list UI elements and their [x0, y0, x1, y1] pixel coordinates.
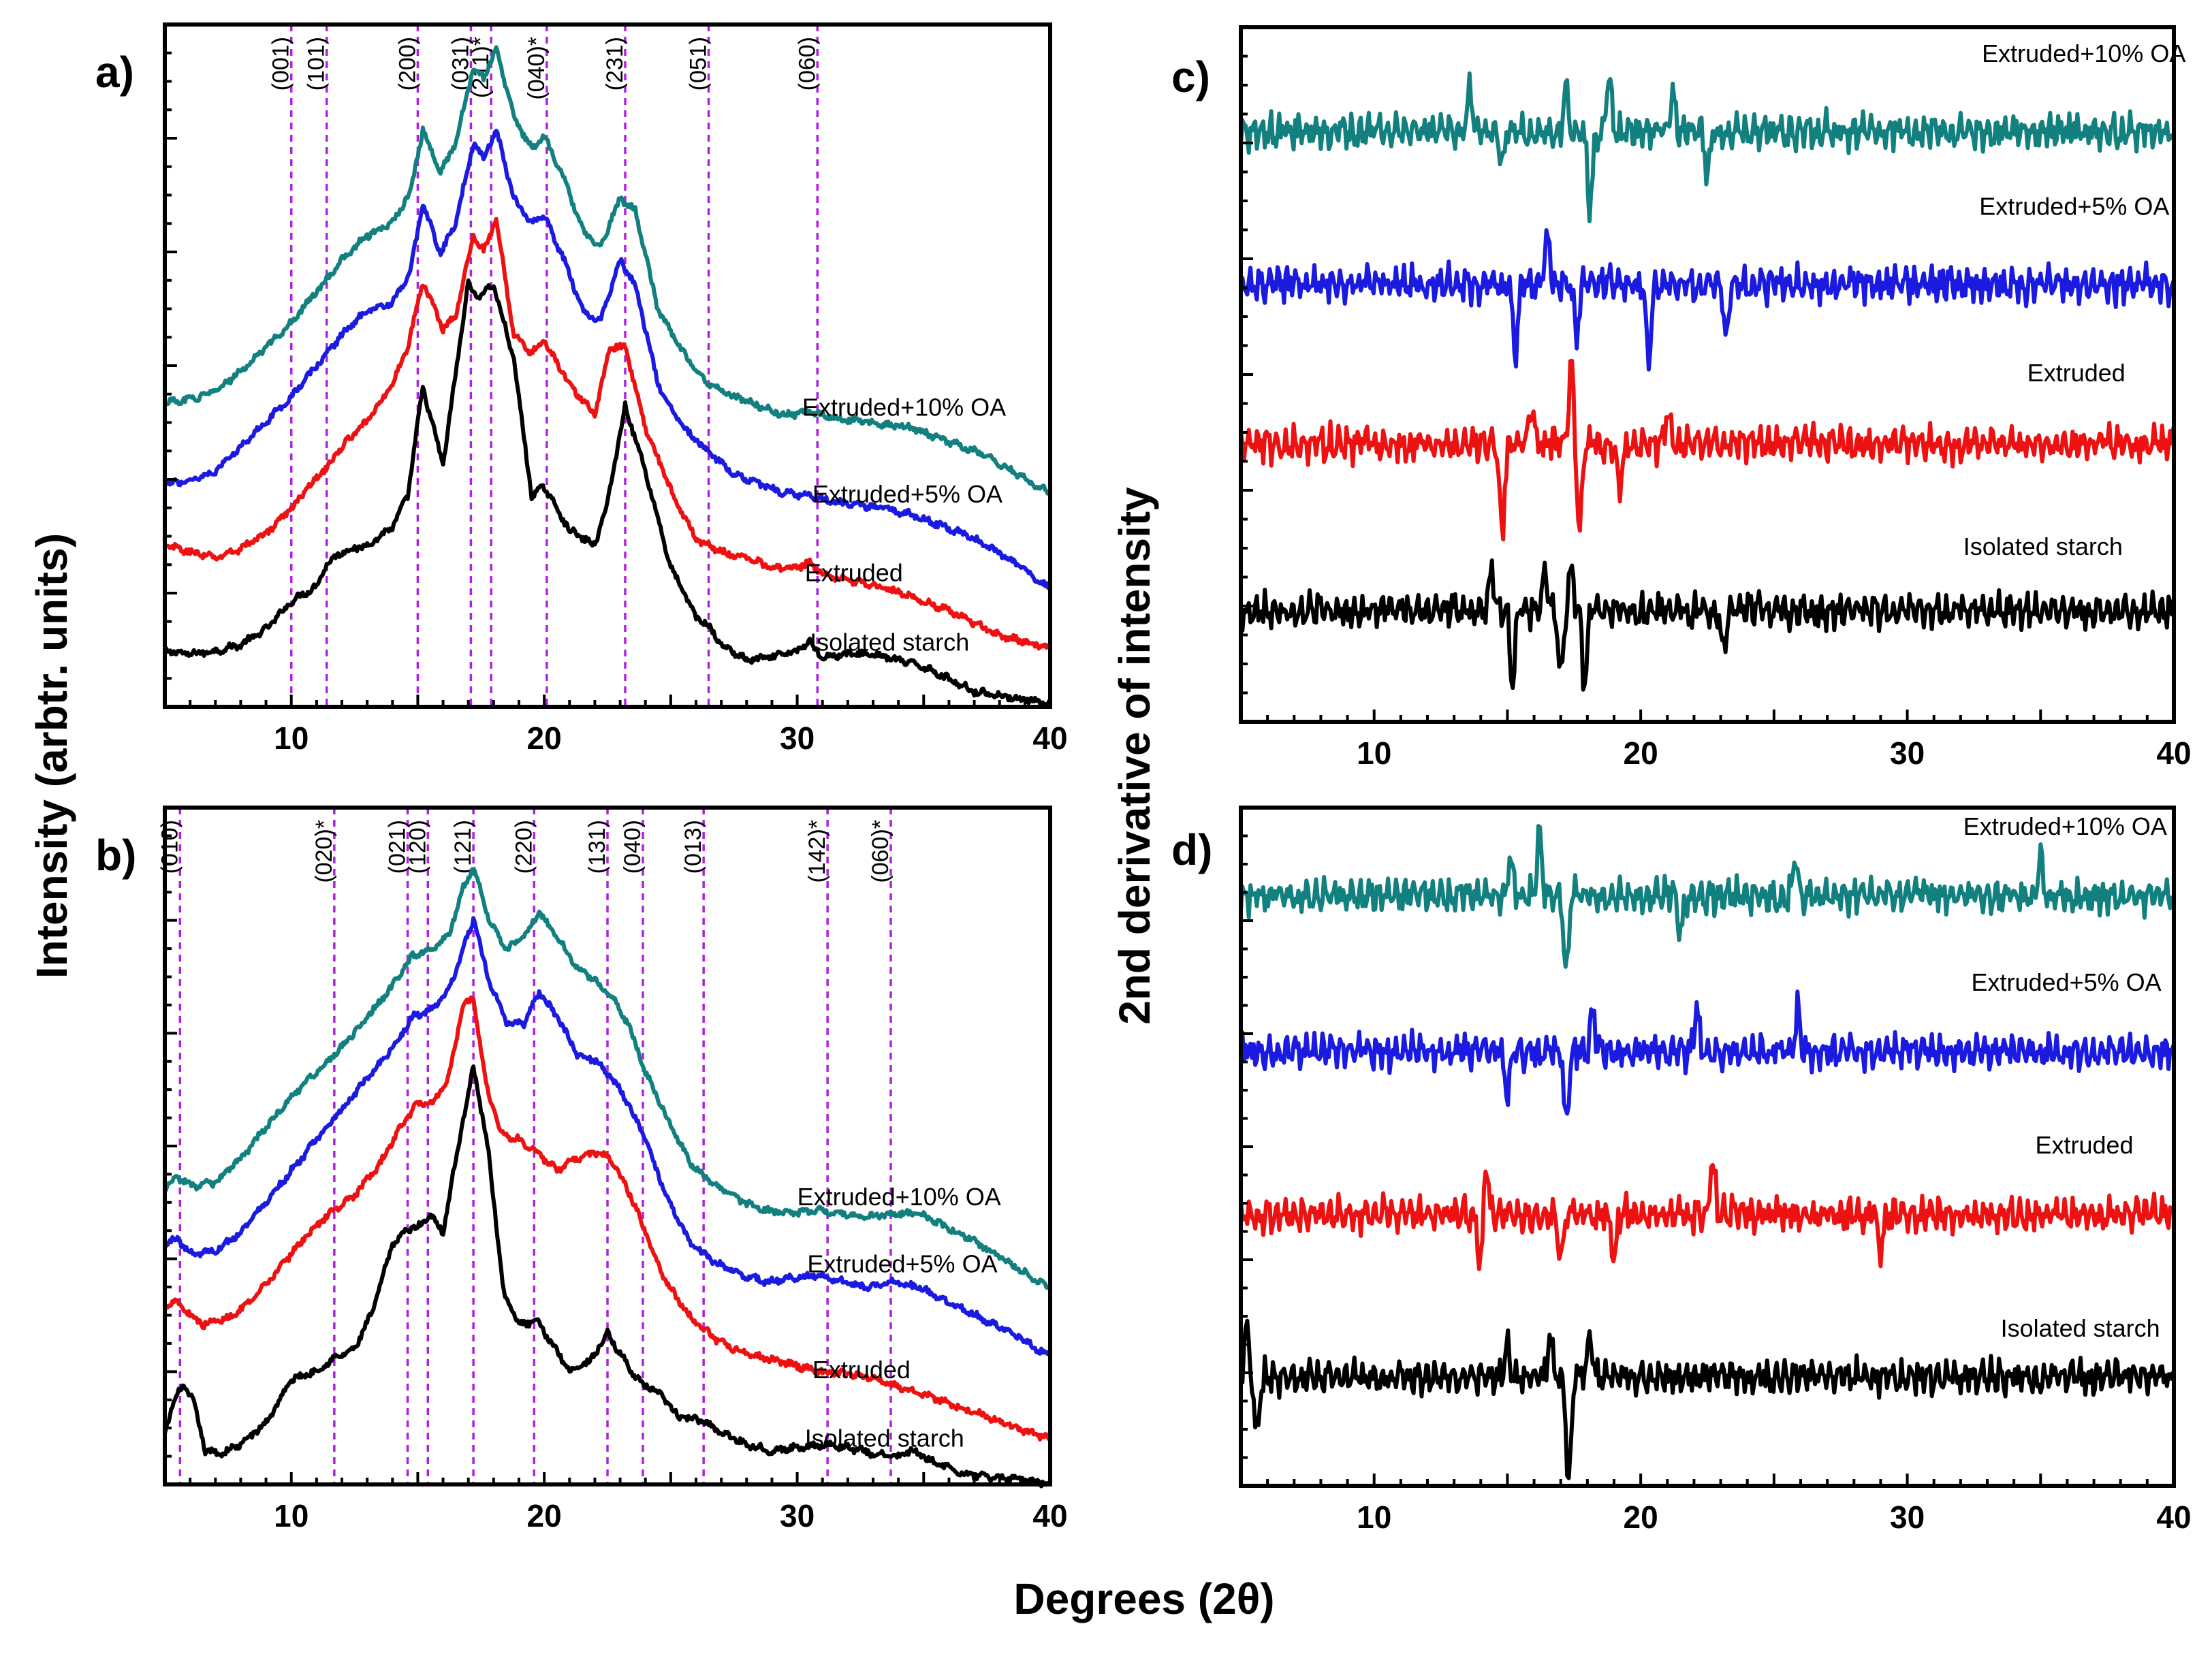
panel-b-plane-label: (013) [680, 820, 706, 874]
panel-d-series-label-isolated-starch: Isolated starch [2001, 1314, 2160, 1342]
panel-b-series-label-extruded-5-oa: Extruded+5% OA [807, 1250, 997, 1278]
panel-a-series-extruded-10-oa [163, 45, 1052, 498]
panel-a-plane-label: (060) [794, 37, 820, 91]
panel-b-series-label-isolated-starch: Isolated starch [805, 1424, 964, 1452]
panel-a-x-tick-label: 20 [527, 720, 562, 756]
panel-c-series-label-extruded-5-oa: Extruded+5% OA [1979, 192, 2169, 220]
panel-a-series-isolated-starch [163, 278, 1052, 707]
panel-c-ticks: 10 20 30 40 [1239, 54, 2192, 771]
panel-c-series-labels: Extruded+10% OA Extruded+5% OA Extruded Iso… [1963, 39, 2186, 560]
panel-b-x-tick-label: 10 [274, 1498, 309, 1533]
panel-a-plane-label: (051) [686, 37, 712, 91]
panel-b-x-tick-label: 20 [527, 1498, 562, 1533]
panel-c-series-extruded-5-oa [1239, 228, 2176, 372]
panel-d-x-tick-label: 40 [2156, 1499, 2191, 1535]
panel-b-series-extruded [163, 995, 1052, 1442]
panel-c-series-extruded [1239, 358, 2176, 541]
panel-b-series-labels: Isolated starch Extruded Extruded+5% OA Ext… [797, 1183, 1001, 1452]
panel-b-reflection-guides: (010) (020)* (021)(120) (121) (220) (131) (040… [157, 808, 894, 1484]
panel-b-plane-label: (060)* [868, 820, 894, 883]
panel-b-plane-label: (040) [620, 820, 646, 874]
panel-d-series-label-extruded: Extruded [2035, 1131, 2133, 1159]
panel-c-traces [1239, 71, 2176, 692]
panel-a-series-label-extruded: Extruded [805, 559, 903, 587]
panel-c-x-tick-label: 40 [2156, 735, 2191, 771]
panel-b-plane-label: (121) [450, 820, 476, 874]
panel-b-plane-label: (010) [157, 820, 183, 874]
panel-c-x-tick-label: 20 [1624, 735, 1658, 771]
panel-d-letter: d) [1171, 825, 1212, 874]
panel-d-x-tick-label: 10 [1357, 1499, 1391, 1535]
panel-a-series-extruded-5-oa [163, 129, 1052, 593]
panel-b-ticks: 10 20 30 40 [163, 834, 1068, 1533]
panel-a-series-label-extruded-10-oa: Extruded+10% OA [802, 393, 1006, 421]
panel-d-series-labels: Extruded+10% OA Extruded+5% OA Extruded Iso… [1963, 812, 2167, 1342]
panel-c-letter: c) [1171, 52, 1210, 101]
panel-a-series-label-extruded-5-oa: Extruded+5% OA [812, 480, 1002, 508]
right-y-axis-title: 2nd derivative of intensity [1110, 487, 1159, 1025]
panel-a-series-label-isolated-starch: Isolated starch [810, 629, 969, 656]
panel-a-plane-label: (231) [602, 37, 628, 91]
panel-d-series-label-extruded-10-oa: Extruded+10% OA [1963, 812, 2167, 840]
panel-c-series-label-isolated-starch: Isolated starch [1963, 532, 2123, 560]
panel-c-series-isolated-starch [1239, 558, 2176, 692]
panel-d-ticks: 10 20 30 40 [1239, 834, 2192, 1535]
panel-a-traces [163, 45, 1052, 707]
panel-a-ticks: 10 20 30 40 [163, 51, 1068, 756]
panel-a-plane-label: (001) [268, 37, 294, 91]
panel-d-series-extruded-5-oa [1239, 989, 2176, 1116]
panel-b-series-isolated-starch [163, 1064, 1052, 1489]
panel-b-series-label-extruded: Extruded [812, 1356, 911, 1384]
panel-a-series-labels: Isolated starch Extruded Extruded+5% OA Ext… [802, 393, 1006, 656]
panel-a-series-extruded [163, 217, 1052, 652]
panel-d-series-extruded-10-oa [1239, 824, 2176, 969]
panel-a-letter: a) [95, 48, 134, 97]
panel-b-plane-label: (131) [584, 820, 610, 874]
panel-b-series-extruded-5-oa [163, 916, 1052, 1358]
panel-b-plane-label: (220) [511, 820, 537, 874]
panel-d-x-tick-label: 20 [1624, 1499, 1658, 1535]
panel-b-plane-label: (142)* [804, 820, 830, 883]
panel-b-x-tick-label: 30 [780, 1498, 815, 1533]
panel-a-x-tick-label: 40 [1032, 720, 1067, 756]
panel-d-x-tick-label: 30 [1890, 1499, 1925, 1535]
panel-b-series-extruded-10-oa [163, 867, 1052, 1292]
left-y-axis-title: Intensity (arbtr. units) [27, 533, 76, 979]
panel-a-plane-label: (200) [394, 37, 420, 91]
panel-b-series-label-extruded-10-oa: Extruded+10% OA [797, 1183, 1001, 1211]
panel-d-series-label-extruded-5-oa: Extruded+5% OA [1972, 968, 2162, 996]
panel-b-plane-label: (020)* [311, 820, 337, 883]
panel-c-series-label-extruded-10-oa: Extruded+10% OA [1982, 39, 2185, 67]
panel-a-x-tick-label: 30 [780, 720, 815, 756]
panel-c-series-extruded-10-oa [1239, 71, 2176, 223]
panel-b-plane-label: (120) [405, 820, 430, 874]
panel-b-letter: b) [95, 831, 136, 880]
panel-a-reflection-guides: (001) (101) (200) (031)(211)* (040)* (231) (05… [268, 25, 820, 707]
panel-c-series-label-extruded: Extruded [2027, 359, 2126, 387]
panel-b-traces [163, 867, 1052, 1489]
panel-d-series-isolated-starch [1239, 1318, 2176, 1480]
panel-c-x-tick-label: 10 [1357, 735, 1391, 771]
panel-a-x-tick-label: 10 [274, 720, 309, 756]
panel-b-x-tick-label: 40 [1032, 1498, 1067, 1533]
panel-d-series-extruded [1239, 1162, 2176, 1271]
panel-d-traces [1239, 824, 2176, 1480]
x-axis-title: Degrees (2θ) [1013, 1574, 1274, 1623]
panel-b-plane-label: (021) [385, 820, 411, 874]
panel-a: a) (001) (101) (200) (031)(211)* (040)* (231)… [95, 22, 1068, 756]
panel-a-plane-label: (040)* [524, 37, 550, 100]
panel-b: b) (010) (020)* (021)(120) (121) (220) (131)(… [95, 806, 1068, 1533]
panel-c-x-tick-label: 30 [1890, 735, 1925, 771]
panel-a-plane-label: (101) [304, 37, 330, 91]
